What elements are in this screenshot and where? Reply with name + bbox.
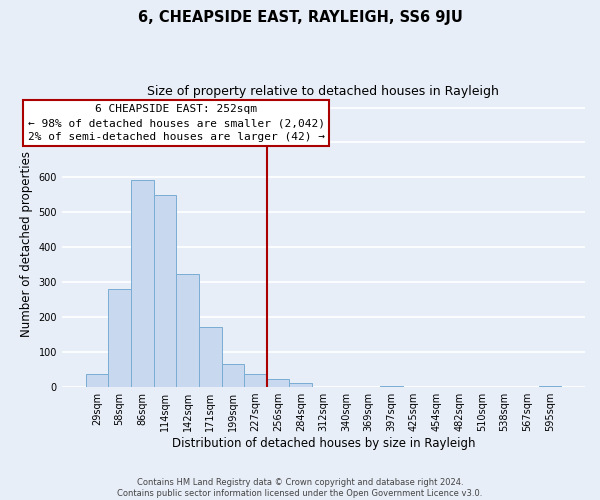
Bar [221, 364, 244, 387]
Bar [154, 194, 176, 387]
Text: Contains HM Land Registry data © Crown copyright and database right 2024.
Contai: Contains HM Land Registry data © Crown c… [118, 478, 482, 498]
Bar [86, 374, 108, 387]
Bar [199, 327, 221, 387]
Y-axis label: Number of detached properties: Number of detached properties [20, 151, 33, 337]
Bar [131, 180, 154, 387]
Text: 6 CHEAPSIDE EAST: 252sqm
← 98% of detached houses are smaller (2,042)
2% of semi: 6 CHEAPSIDE EAST: 252sqm ← 98% of detach… [28, 104, 325, 142]
Text: 6, CHEAPSIDE EAST, RAYLEIGH, SS6 9JU: 6, CHEAPSIDE EAST, RAYLEIGH, SS6 9JU [137, 10, 463, 25]
Bar [267, 380, 289, 387]
Bar [289, 383, 312, 387]
X-axis label: Distribution of detached houses by size in Rayleigh: Distribution of detached houses by size … [172, 437, 475, 450]
Bar [380, 386, 403, 387]
Bar [244, 374, 267, 387]
Bar [176, 274, 199, 387]
Bar [539, 386, 561, 387]
Bar [108, 289, 131, 387]
Title: Size of property relative to detached houses in Rayleigh: Size of property relative to detached ho… [148, 85, 499, 98]
